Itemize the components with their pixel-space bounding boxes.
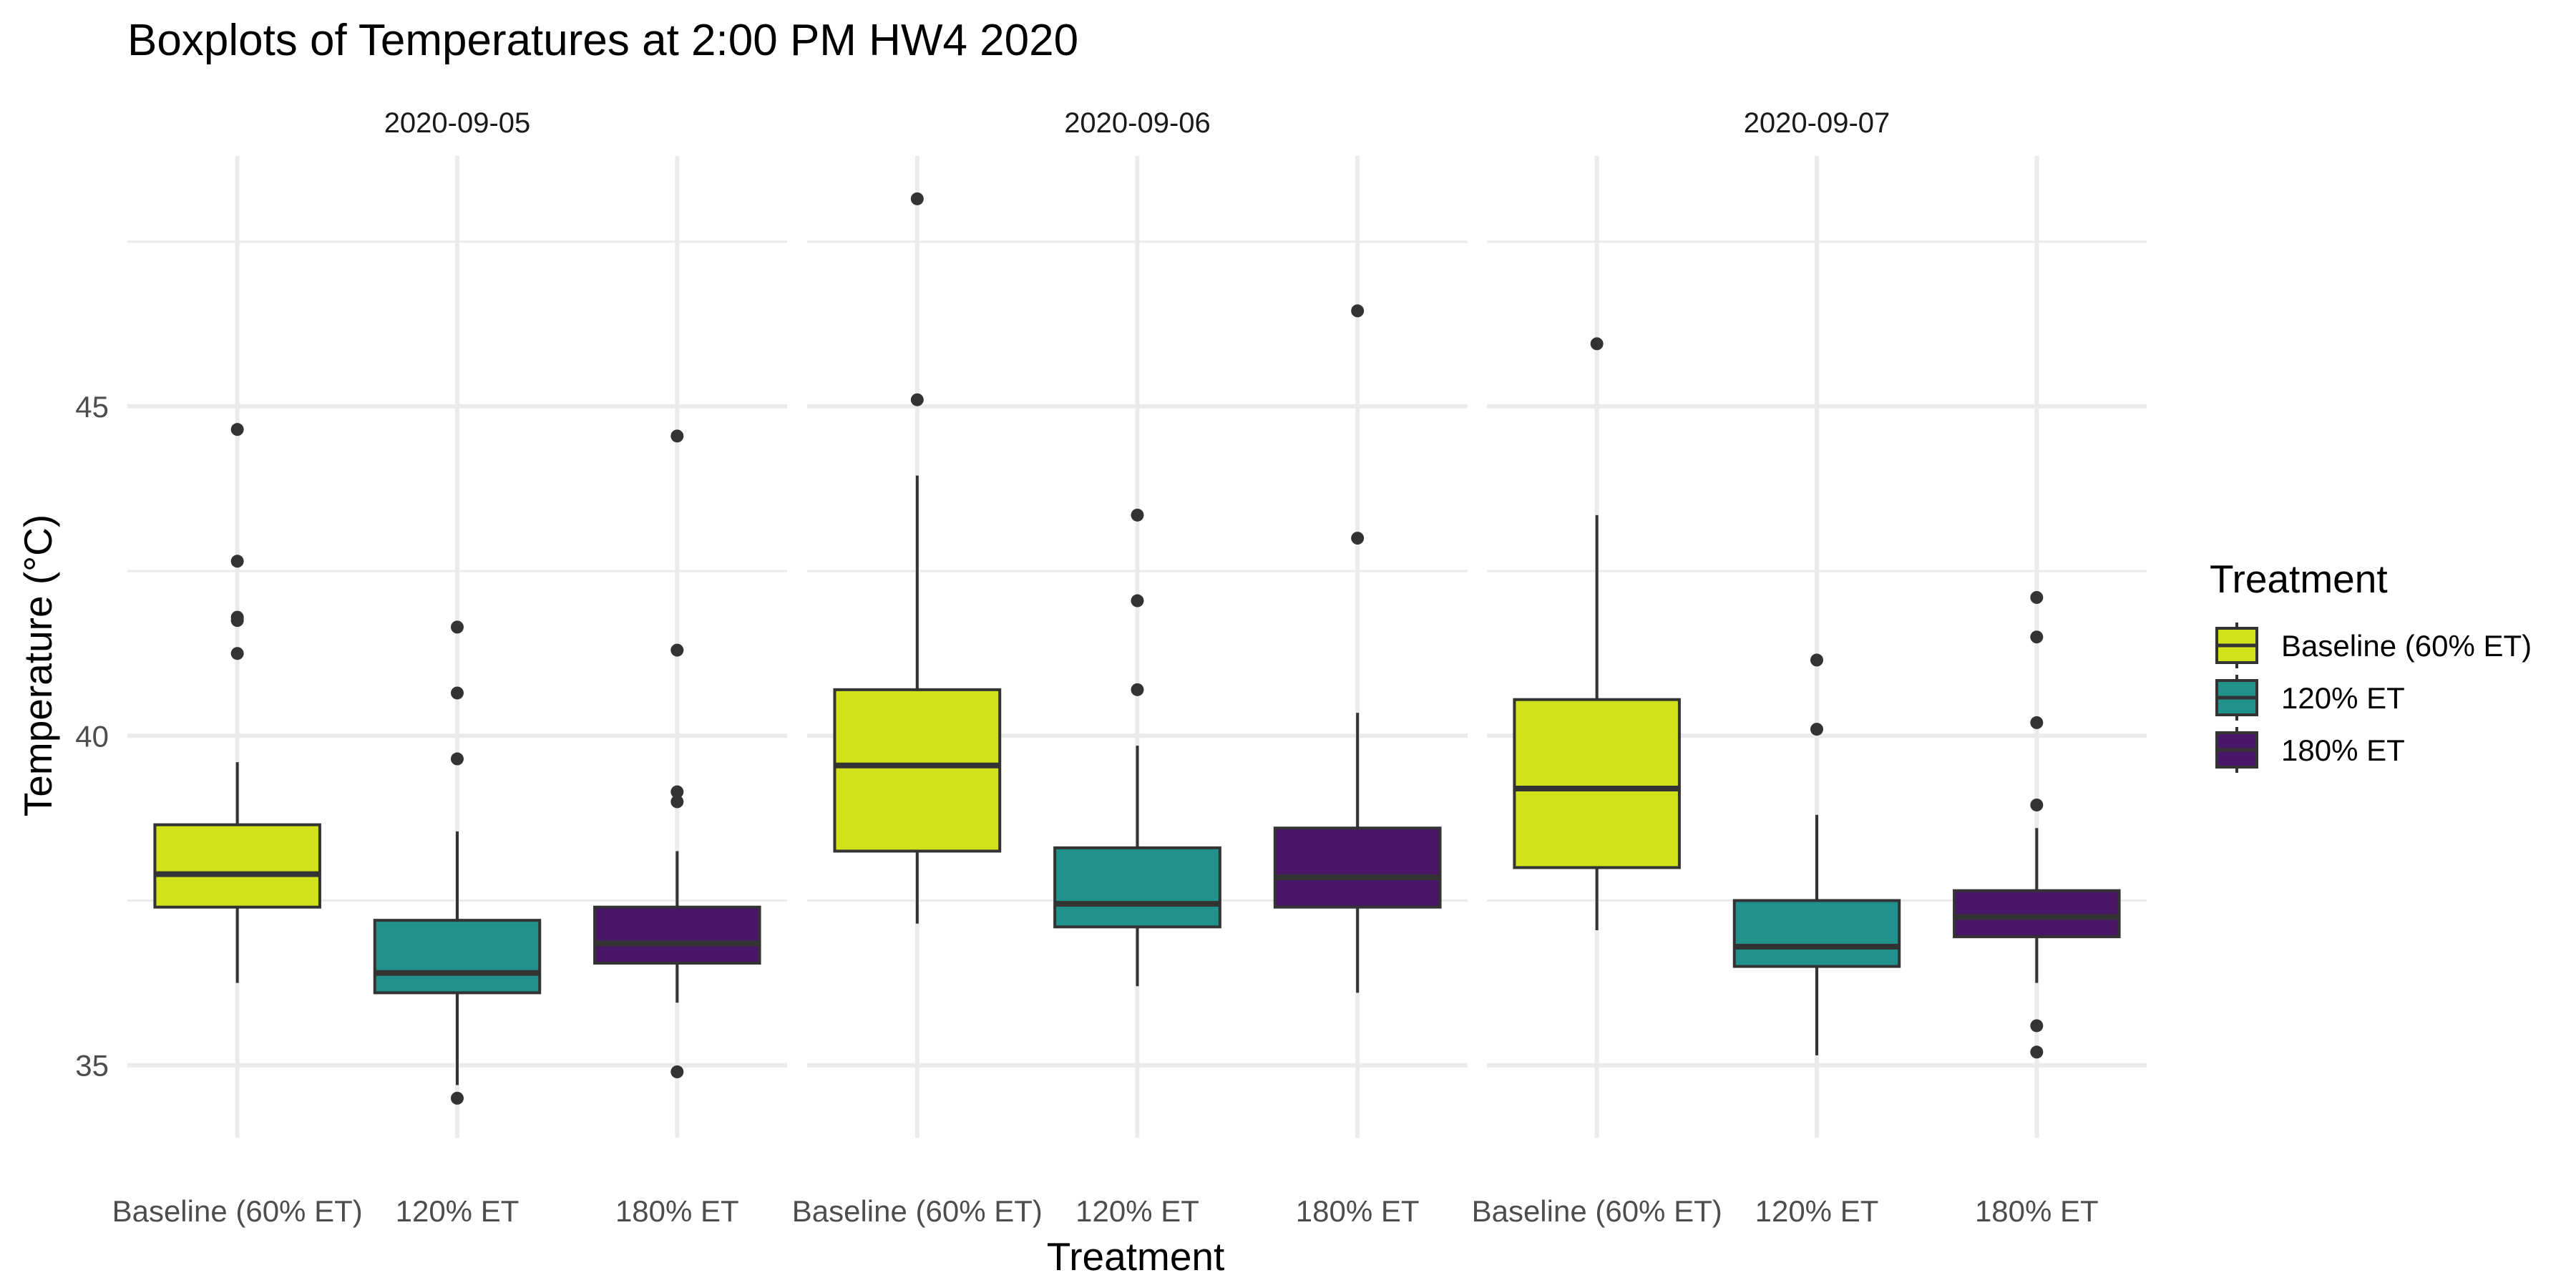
x-tick-label: 120% ET	[1075, 1194, 1199, 1228]
outlier-point	[230, 647, 244, 660]
outlier-point	[1810, 723, 1823, 736]
outlier-point	[2030, 1045, 2044, 1059]
x-tick-label: 180% ET	[1975, 1194, 2099, 1228]
outlier-point	[230, 555, 244, 568]
box-iqr	[1732, 899, 1901, 968]
outlier-point	[1131, 508, 1144, 522]
box-180	[1273, 304, 1442, 993]
legend-entry: 120% ET	[2215, 675, 2405, 721]
box-iqr	[373, 919, 542, 995]
legend-label: Baseline (60% ET)	[2281, 629, 2532, 663]
box-180	[1953, 590, 2121, 1059]
outlier-point	[670, 785, 684, 799]
outlier-point	[1351, 304, 1365, 318]
facet-panel: 2020-09-07 Baseline (60% ET) 120% ET 180% E…	[1472, 107, 2147, 1228]
facet-panel: 2020-09-05 Baseline (60% ET) 120% ET 180% E…	[112, 107, 787, 1228]
chart-title: Boxplots of Temperatures at 2:00 PM HW4 …	[127, 16, 1078, 65]
outlier-point	[670, 795, 684, 809]
x-tick-label: Baseline (60% ET)	[112, 1194, 363, 1228]
x-axis-title: Treatment	[1047, 1234, 1225, 1279]
x-tick-label: Baseline (60% ET)	[1472, 1194, 1722, 1228]
outlier-point	[670, 1065, 684, 1078]
legend-label: 180% ET	[2281, 733, 2405, 767]
legend-entry: Baseline (60% ET)	[2215, 623, 2532, 668]
outlier-point	[2030, 590, 2044, 604]
legend-label: 120% ET	[2281, 681, 2405, 715]
facet-panels: 2020-09-05 Baseline (60% ET) 120% ET 180% E…	[112, 107, 2147, 1228]
outlier-point	[910, 393, 924, 406]
x-tick-label: Baseline (60% ET)	[792, 1194, 1043, 1228]
x-tick-label: 120% ET	[396, 1194, 519, 1228]
outlier-point	[2030, 630, 2044, 644]
box-iqr	[1273, 826, 1442, 909]
box-180	[593, 429, 761, 1078]
box-iqr	[1953, 889, 2121, 939]
y-tick-label: 45	[75, 390, 109, 424]
y-tick-label: 40	[75, 719, 109, 753]
outlier-point	[230, 423, 244, 436]
box-iqr	[1053, 846, 1221, 929]
box-baseline	[153, 423, 321, 983]
facet-label: 2020-09-07	[1744, 107, 1890, 139]
x-tick-label: 180% ET	[1296, 1194, 1420, 1228]
x-tick-label: 120% ET	[1755, 1194, 1879, 1228]
box-baseline	[1513, 337, 1681, 930]
outlier-point	[230, 610, 244, 624]
outlier-point	[451, 686, 464, 700]
facet-label: 2020-09-06	[1064, 107, 1211, 139]
box-iqr	[1513, 698, 1681, 869]
outlier-point	[910, 192, 924, 205]
x-tick-label: 180% ET	[615, 1194, 739, 1228]
box-120	[373, 620, 542, 1105]
box-iqr	[833, 688, 1002, 853]
y-axis-title: Temperature (°C)	[16, 514, 60, 816]
facet-label: 2020-09-05	[384, 107, 531, 139]
outlier-point	[670, 429, 684, 443]
outlier-point	[1810, 653, 1823, 667]
box-baseline	[833, 192, 1002, 924]
legend-title: Treatment	[2210, 557, 2388, 601]
box-120	[1732, 653, 1901, 1055]
box-iqr	[593, 905, 761, 965]
outlier-point	[451, 752, 464, 766]
outlier-point	[2030, 798, 2044, 811]
facet-panel: 2020-09-06 Baseline (60% ET) 120% ET 180% E…	[792, 107, 1468, 1228]
outlier-point	[1131, 683, 1144, 696]
legend: Treatment Baseline (60% ET) 120% ET 180% E…	[2210, 557, 2532, 773]
box-120	[1053, 508, 1221, 987]
legend-entry: 180% ET	[2215, 727, 2405, 773]
outlier-point	[2030, 1019, 2044, 1033]
outlier-point	[1131, 594, 1144, 608]
box-iqr	[153, 823, 321, 909]
outlier-point	[1351, 532, 1365, 545]
outlier-point	[2030, 716, 2044, 729]
outlier-point	[451, 1091, 464, 1105]
outlier-point	[1590, 337, 1604, 351]
outlier-point	[451, 620, 464, 634]
outlier-point	[670, 643, 684, 657]
y-tick-label: 35	[75, 1049, 109, 1083]
y-axis: 35 40 45	[75, 390, 109, 1083]
